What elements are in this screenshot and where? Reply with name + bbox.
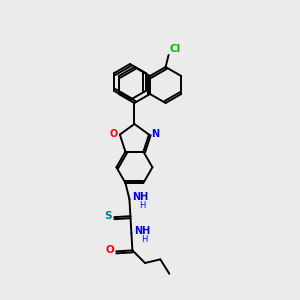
Text: N: N <box>151 129 159 139</box>
Text: Cl: Cl <box>169 44 181 54</box>
Text: H: H <box>140 201 146 210</box>
Text: O: O <box>106 245 114 255</box>
Text: S: S <box>105 211 112 221</box>
Text: O: O <box>110 129 118 139</box>
Text: NH: NH <box>134 226 151 236</box>
Text: NH: NH <box>132 192 149 202</box>
Text: H: H <box>141 235 148 244</box>
